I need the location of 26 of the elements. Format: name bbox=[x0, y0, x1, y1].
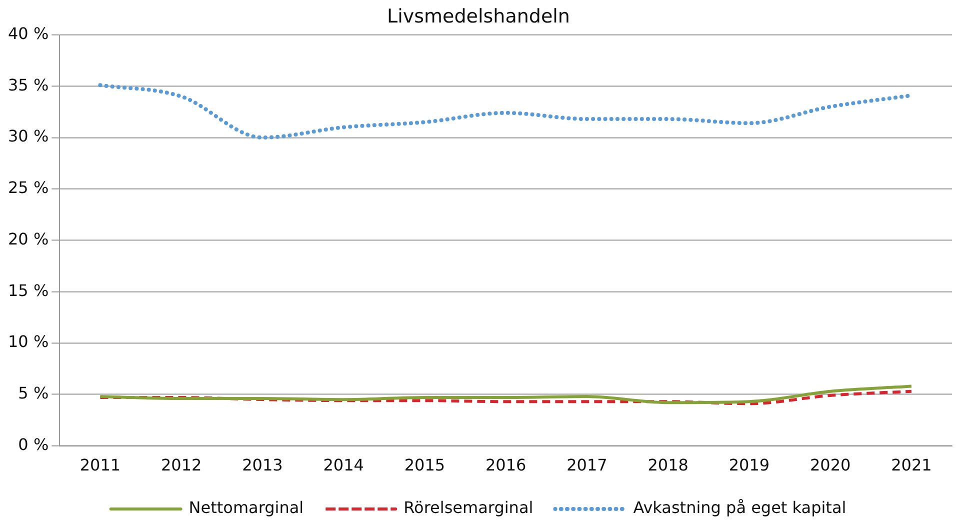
y-tick-label: 10 % bbox=[8, 332, 49, 352]
legend-label: Nettomarginal bbox=[188, 498, 304, 518]
x-tick-label: 2019 bbox=[728, 456, 770, 475]
legend-label: Avkastning på eget kapital bbox=[633, 498, 846, 518]
x-tick-label: 2021 bbox=[891, 456, 932, 475]
x-tick-label: 2015 bbox=[404, 456, 446, 475]
y-tick-label: 35 % bbox=[8, 75, 49, 94]
x-tick-label: 2011 bbox=[80, 456, 121, 475]
x-tick-label: 2013 bbox=[242, 456, 283, 475]
legend-label: Rörelsemarginal bbox=[404, 498, 534, 518]
x-tick-label: 2014 bbox=[323, 456, 364, 475]
x-tick-label: 2016 bbox=[485, 456, 526, 475]
y-tick-label: 20 % bbox=[8, 229, 49, 248]
y-tick-label: 30 % bbox=[8, 126, 49, 146]
x-tick-label: 2020 bbox=[810, 456, 851, 475]
x-tick-label: 2017 bbox=[566, 456, 608, 475]
y-tick-label: 5 % bbox=[18, 384, 49, 403]
line-series bbox=[98, 384, 913, 404]
chart-title: Livsmedelshandeln bbox=[387, 5, 570, 28]
y-tick-label: 0 % bbox=[18, 434, 49, 454]
y-tick-label: 25 % bbox=[8, 178, 49, 198]
x-tick-label: 2012 bbox=[160, 456, 202, 475]
y-tick-label: 40 % bbox=[8, 24, 49, 43]
line-series bbox=[98, 390, 913, 406]
x-tick-label: 2018 bbox=[648, 456, 688, 475]
y-tick-label: 15 % bbox=[8, 280, 49, 300]
